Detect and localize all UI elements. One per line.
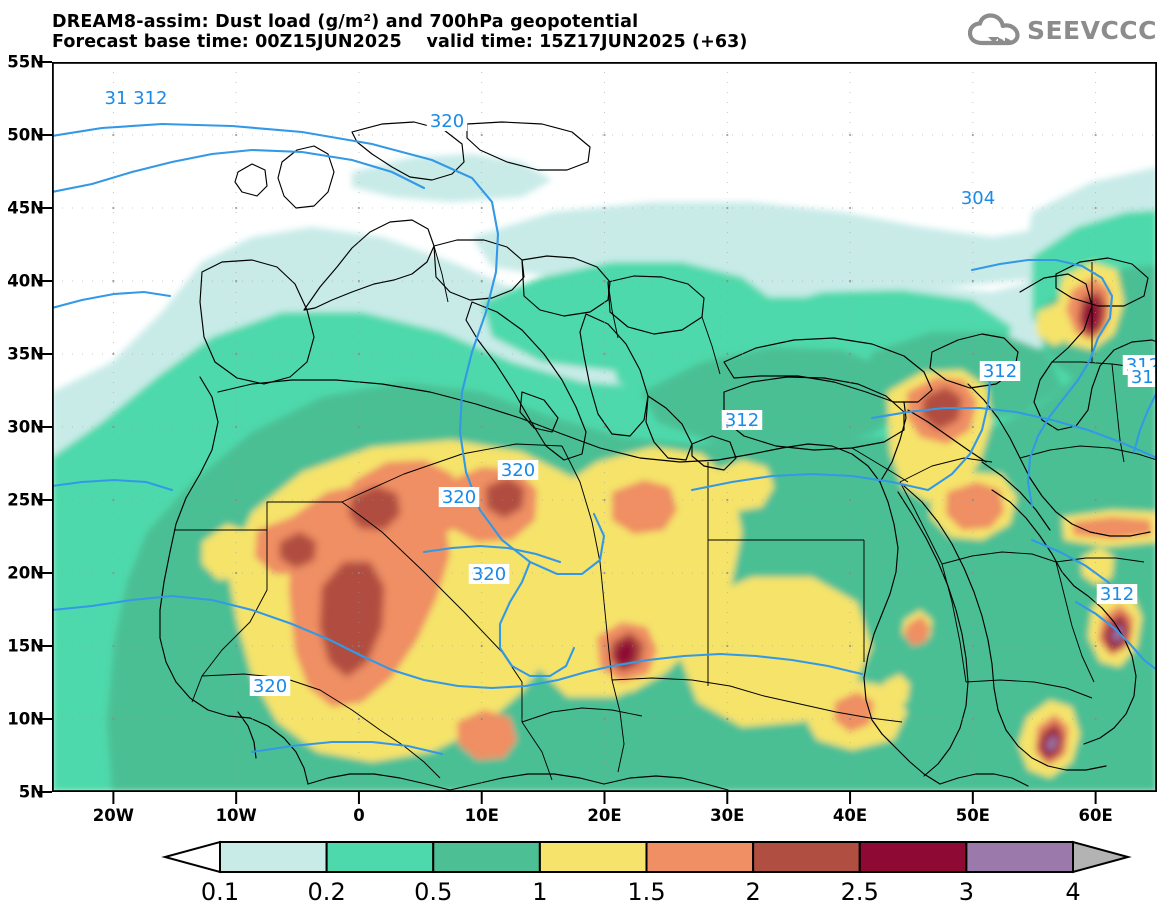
logo-text: SEEVCCC: [1026, 15, 1157, 45]
y-axis-tick-label: 5N: [18, 782, 44, 802]
contour-label: 312: [983, 361, 1017, 382]
contour-label: 304: [961, 188, 995, 209]
x-axis-tick-label: 10E: [464, 806, 499, 825]
colorbar-band: [858, 841, 968, 873]
map-coastlines: [159, 121, 1157, 791]
page-title: DREAM8-assim: Dust load (g/m²) and 700hP…: [52, 12, 639, 32]
dust-load-map: 31 312320304312312312312320320320312320: [52, 62, 1157, 792]
colorbar-band: [965, 841, 1074, 873]
colorbar-band: [432, 841, 541, 873]
contour-label-bg: [497, 460, 539, 480]
contour-label-bg: [438, 487, 480, 507]
x-axis-tick-label: 20W: [92, 806, 134, 825]
y-axis-tick-label: 25N: [7, 490, 44, 510]
y-axis-tick-label: 20N: [7, 563, 44, 583]
contour-label: 320: [253, 676, 287, 697]
contour-label: 312: [725, 410, 759, 431]
y-axis-tick-label: 55N: [7, 52, 44, 72]
dust-level-3: [1045, 623, 1124, 752]
colorbar-tick-label: 0.1: [200, 878, 240, 906]
contour-label-bg: [979, 361, 1021, 381]
colorbar-band: [325, 841, 435, 873]
x-axis-tick-label: 10W: [215, 806, 257, 825]
colorbar-tick-label: 4: [1065, 878, 1081, 906]
contour-label-bg: [98, 88, 174, 108]
colorbar-tick-label: 3: [958, 878, 975, 906]
y-axis-tick-label: 40N: [7, 271, 44, 291]
seevccc-logo: SEEVCCC: [967, 12, 1157, 48]
x-axis-ticks: [112, 792, 1097, 804]
contour-label: 320: [472, 564, 506, 585]
colorbar: 0.1 0.2 0.5 1 1.5 2 2.5 3 4: [0, 838, 1165, 907]
contour-labels: 31 312320304312312312312320320320312320: [98, 88, 1157, 697]
x-axis-tick-label: 40E: [832, 806, 868, 825]
colorbar-band: [538, 841, 648, 873]
colorbar-tick-label: 2.5: [840, 878, 879, 906]
chart-header: DREAM8-assim: Dust load (g/m²) and 700hP…: [0, 0, 1165, 58]
colorbar-tick-label: 1: [532, 878, 548, 906]
colorbar-over-arrow: [1072, 840, 1132, 874]
colorbar-swatches: [161, 840, 1132, 874]
contour-label-bg: [426, 111, 468, 131]
contour-label-bg: [721, 410, 763, 430]
contour-label: 31 312: [105, 88, 168, 109]
contour-label: 312: [1131, 367, 1157, 388]
contour-label-bg: [1096, 584, 1138, 604]
colorbar-band: [752, 841, 861, 873]
contour-label-bg: [1127, 367, 1157, 387]
colorbar-under-arrow: [161, 840, 221, 874]
y-axis-tick-label: 45N: [7, 198, 44, 218]
y-axis-tick-label: 50N: [7, 125, 44, 145]
colorbar-band: [219, 841, 328, 873]
y-axis-tick-label: 10N: [7, 709, 44, 729]
colorbar-tick-label: 2: [745, 878, 761, 906]
contour-label-bg: [249, 676, 291, 696]
colorbar-tick-label: 0.5: [414, 878, 453, 906]
contour-label: 320: [501, 460, 535, 481]
y-axis-ticks: [38, 61, 52, 793]
map-plot-area: 31 312320304312312312312320320320312320: [38, 61, 1157, 804]
map-borders: [174, 245, 1157, 781]
contour-label: 312: [1100, 584, 1134, 605]
x-axis-tick-label: 0: [353, 806, 365, 825]
contour-label: 320: [430, 111, 464, 132]
page-subtitle: Forecast base time: 00Z15JUN2025 valid t…: [52, 32, 748, 52]
x-axis-tick-label: 20E: [587, 806, 622, 825]
x-axis-tick-label: 50E: [955, 806, 990, 825]
x-axis-tick-label: 60E: [1078, 806, 1113, 825]
x-axis-tick-label: 30E: [710, 806, 745, 825]
colorbar-band: [645, 841, 755, 873]
colorbar-tick-label: 0.2: [307, 878, 346, 906]
cloud-icon: [967, 13, 1020, 46]
y-axis-tick-label: 15N: [7, 636, 44, 656]
plot-border: [52, 62, 1157, 792]
y-axis-tick-label: 35N: [7, 344, 44, 364]
map-gridlines: [52, 62, 1157, 792]
contour-label-bg: [957, 188, 999, 208]
colorbar-tick-label: 1.5: [627, 878, 666, 906]
geopotential-contours: [52, 122, 1157, 756]
contour-label-bg: [468, 564, 510, 584]
contour-label: 320: [442, 487, 476, 508]
y-axis-tick-label: 30N: [7, 417, 44, 437]
